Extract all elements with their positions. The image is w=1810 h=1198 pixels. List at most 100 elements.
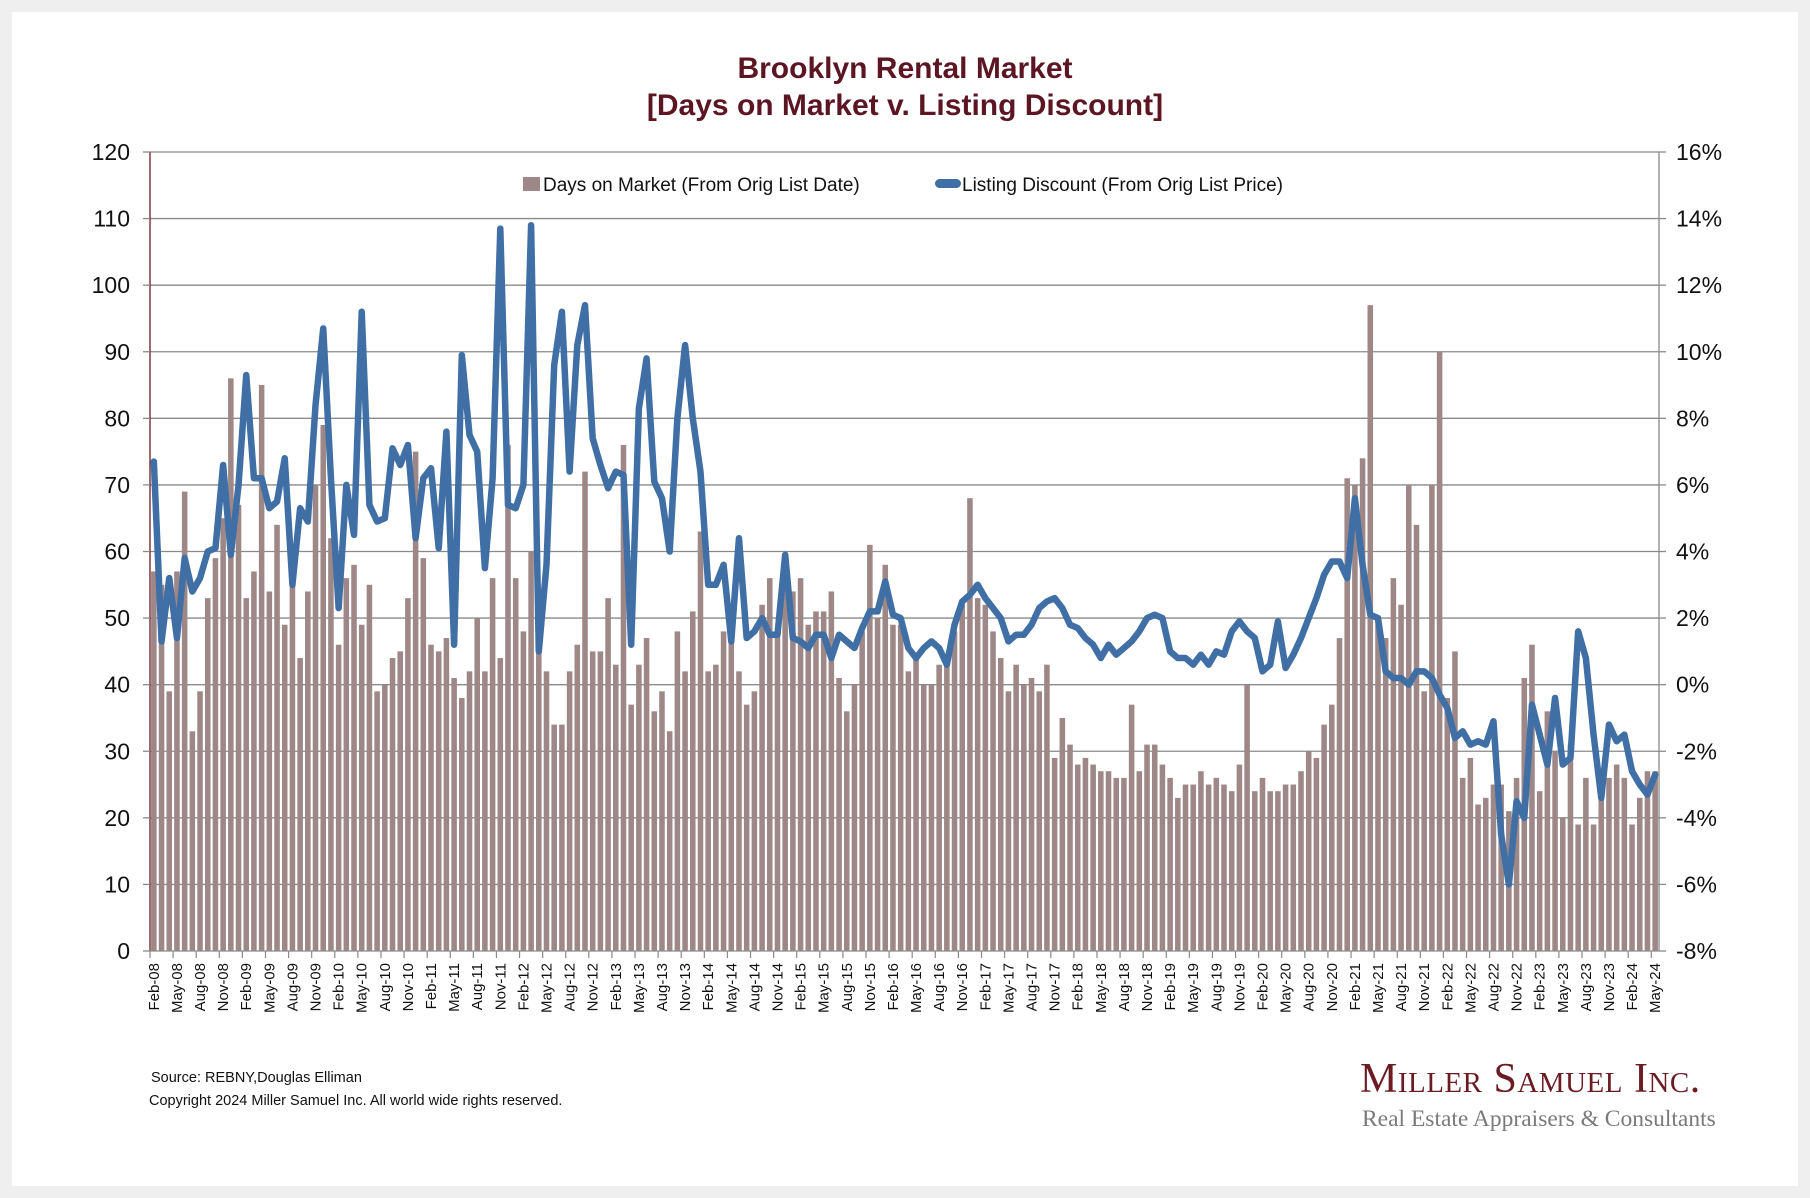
bar [1367, 305, 1374, 951]
x-tick-label: Nov-18 [1139, 963, 1156, 1011]
bar [1567, 744, 1574, 951]
bar [197, 691, 203, 951]
bar [189, 731, 196, 951]
bar [1275, 791, 1281, 951]
bar [1298, 771, 1304, 951]
bar [1459, 777, 1466, 951]
bar [312, 484, 319, 951]
bar [805, 624, 812, 951]
x-tick-label: May-18 [1093, 963, 1110, 1013]
bar [251, 571, 257, 951]
bar [1005, 691, 1012, 951]
bar [1629, 824, 1635, 951]
bar [1575, 824, 1581, 951]
bar [1413, 524, 1420, 951]
bar [828, 591, 835, 951]
bar [882, 564, 889, 951]
bar [343, 578, 350, 951]
bar [382, 684, 388, 951]
bar [651, 711, 658, 951]
bar [674, 631, 681, 951]
bar [328, 538, 334, 951]
copyright-note: Copyright 2024 Miller Samuel Inc. All wo… [149, 1093, 563, 1109]
bar [181, 491, 188, 951]
x-tick-label: Aug-17 [1024, 963, 1041, 1011]
y-right-tick-label: -8% [1676, 938, 1717, 964]
bar [944, 664, 950, 951]
x-tick-label: May-14 [723, 963, 740, 1013]
bar [1167, 777, 1173, 951]
bar [843, 711, 850, 951]
bar [566, 671, 573, 951]
bar [1559, 817, 1566, 951]
x-tick-label: Nov-13 [677, 963, 694, 1011]
bar [951, 631, 958, 951]
bar [813, 611, 819, 951]
bar [1244, 684, 1250, 951]
legend-swatch-listing-discount [935, 179, 961, 188]
y-right-tick-label: 10% [1676, 339, 1722, 365]
bar [220, 518, 226, 951]
bar [1390, 578, 1397, 951]
bar [158, 584, 165, 951]
x-tick-label: May-08 [169, 963, 186, 1013]
bar [266, 591, 273, 951]
bar [281, 624, 288, 951]
bar [1036, 691, 1043, 951]
y-right-tick-label: 14% [1676, 206, 1722, 232]
x-tick-label: Feb-19 [1162, 963, 1179, 1011]
x-tick-label: Feb-13 [608, 963, 625, 1011]
bar [1144, 744, 1150, 951]
bar [1121, 777, 1127, 951]
y-right-tick-label: 16% [1676, 139, 1722, 165]
x-tick-label: Aug-11 [469, 963, 486, 1010]
bar [589, 651, 596, 951]
bar [697, 531, 704, 951]
x-tick-label: May-24 [1647, 963, 1664, 1013]
bar [412, 451, 419, 951]
bar [335, 644, 342, 951]
bar [913, 658, 919, 951]
bar [258, 385, 265, 952]
bar [1175, 797, 1181, 951]
bar [1544, 711, 1551, 951]
x-tick-label: Feb-15 [793, 963, 810, 1011]
x-tick-label: Aug-13 [654, 963, 671, 1011]
bar [820, 611, 827, 951]
legend-label-days-on-market: Days on Market (From Orig List Date) [543, 175, 860, 196]
y-axis-left-ticks: 0 10 20 30 40 50 60 70 80 90 100 110 120 [92, 139, 150, 964]
x-tick-label: Nov-12 [585, 963, 602, 1011]
bar [790, 591, 796, 951]
bar [520, 631, 527, 951]
bar [474, 618, 480, 951]
bar [1483, 797, 1489, 951]
x-tick-label: Nov-20 [1324, 963, 1341, 1011]
bar [1636, 797, 1643, 951]
bar [728, 638, 735, 951]
bar [351, 564, 357, 951]
x-tick-label: May-16 [908, 963, 925, 1013]
y-left-tick-label: 30 [104, 738, 130, 764]
bar [543, 671, 550, 951]
bar [1236, 764, 1243, 951]
bar [1252, 791, 1258, 951]
x-tick-label: May-10 [354, 963, 371, 1013]
x-tick-label: Feb-17 [977, 963, 994, 1011]
bar [1382, 638, 1389, 951]
y-right-tick-label: 2% [1676, 605, 1709, 631]
x-tick-label: Aug-10 [377, 963, 394, 1011]
bar [512, 578, 519, 951]
bar [905, 671, 912, 951]
bar [920, 684, 927, 951]
chart-title-line2: [Days on Market v. Listing Discount] [646, 89, 1164, 122]
bar [1359, 458, 1366, 951]
bar [235, 504, 242, 951]
y-left-tick-label: 50 [104, 605, 130, 631]
bar [982, 604, 989, 951]
bar [1090, 764, 1096, 951]
y-left-tick-label: 110 [93, 206, 130, 232]
y-right-tick-label: 8% [1676, 405, 1709, 431]
bar [228, 378, 234, 952]
bar [1282, 784, 1289, 951]
